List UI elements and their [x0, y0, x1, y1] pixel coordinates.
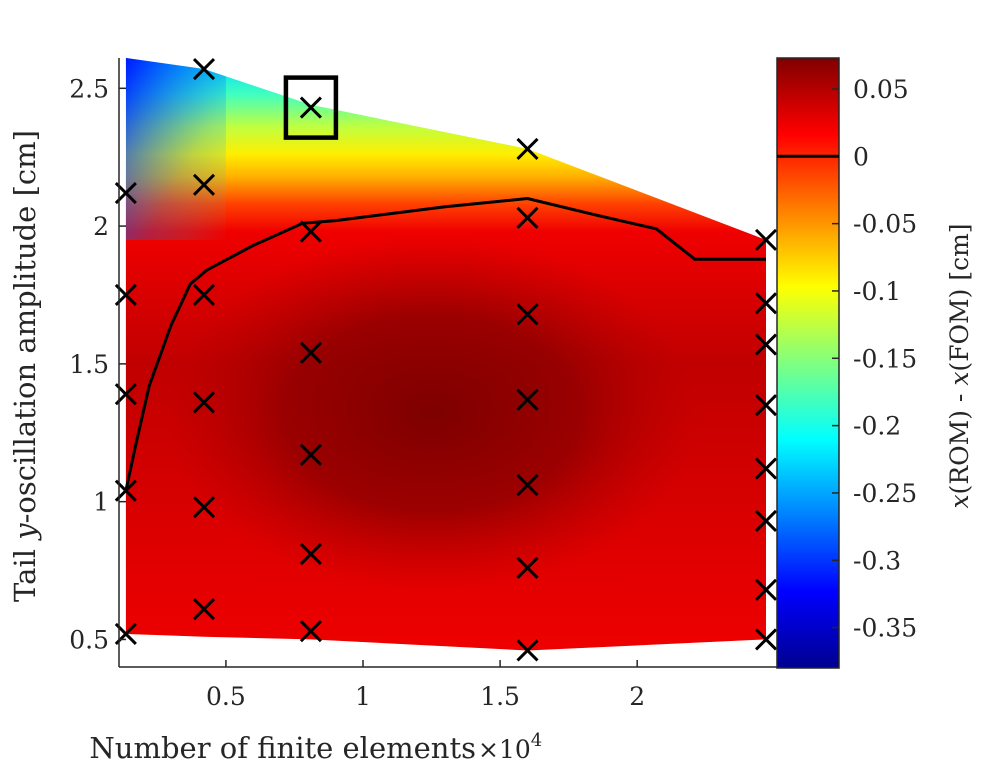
y-tick-label: 2.5	[69, 74, 109, 103]
colorbar-tick-label: 0.05	[853, 75, 909, 104]
sample-marker	[516, 206, 539, 229]
sample-marker	[516, 388, 539, 411]
colorbar-scale	[776, 57, 840, 669]
sample-marker	[754, 333, 778, 356]
sample-marker	[516, 137, 539, 160]
y-axis-title: Tail y-oscillation amplitude [cm]	[8, 130, 42, 602]
y-tick-label: 1	[93, 488, 109, 517]
sample-marker	[299, 96, 322, 119]
x-axis-multiplier: ×104	[478, 730, 542, 764]
error-field-blue-corner	[125, 58, 226, 240]
sample-marker	[192, 57, 216, 81]
colorbar-title: x(ROM) - x(FOM) [cm]	[945, 223, 974, 508]
x-tick-label: 0.5	[206, 682, 246, 711]
x-ticks: 0.5 1 1.5 2	[206, 660, 645, 711]
sample-marker	[299, 542, 322, 566]
sample-marker	[754, 228, 778, 251]
colorbar-tick-label: -0.3	[853, 546, 901, 575]
sample-marker	[192, 496, 216, 519]
x-tick-label: 2	[629, 682, 645, 711]
sample-marker	[299, 620, 322, 643]
error-field	[125, 58, 766, 651]
x-tick-label: 1	[355, 682, 371, 711]
sample-marker	[516, 303, 539, 326]
sample-marker	[299, 443, 322, 466]
sample-marker	[754, 394, 778, 417]
sample-marker	[516, 474, 539, 497]
sample-marker	[192, 598, 216, 621]
axes: 0.5 1 1.5 2 0.5 1 1.5 2 2.5	[69, 58, 777, 711]
colorbar: 0.05 0 -0.05 -0.1 -0.15 -0.2 -0.25 -0.3 -0.35	[776, 57, 917, 669]
sample-marker	[192, 283, 216, 307]
colorbar-tick-label: 0	[853, 142, 869, 171]
sample-marker	[516, 639, 539, 662]
colorbar-tick-label: -0.1	[853, 277, 901, 306]
colorbar-tick-label: -0.25	[853, 479, 917, 508]
colorbar-tick-label: -0.2	[853, 412, 901, 441]
x-axis-title: Number of finite elements	[89, 731, 476, 765]
sample-marker	[299, 341, 322, 364]
colorbar-ticks: 0.05 0 -0.05 -0.1 -0.15 -0.2 -0.25 -0.3 -0.35	[832, 75, 917, 643]
sample-marker	[754, 292, 778, 315]
highlighted-sample-box	[283, 75, 339, 140]
sample-marker	[516, 556, 539, 579]
sample-marker	[754, 628, 778, 651]
sample-marker	[192, 173, 216, 196]
sample-marker	[299, 220, 322, 243]
y-tick-label: 2	[93, 212, 109, 241]
colorbar-tick-label: -0.35	[853, 614, 917, 643]
y-ticks: 0.5 1 1.5 2 2.5	[69, 74, 126, 654]
error-field-dark-region	[164, 234, 699, 593]
x-tick-label: 1.5	[480, 682, 520, 711]
sample-marker	[754, 509, 778, 533]
sample-marker	[754, 578, 778, 601]
y-tick-label: 1.5	[69, 350, 109, 379]
colorbar-tick-label: -0.15	[853, 344, 917, 373]
sample-marker	[192, 391, 216, 414]
colorbar-tick-label: -0.05	[853, 210, 917, 239]
y-tick-label: 0.5	[69, 625, 109, 654]
sample-marker	[754, 457, 778, 480]
